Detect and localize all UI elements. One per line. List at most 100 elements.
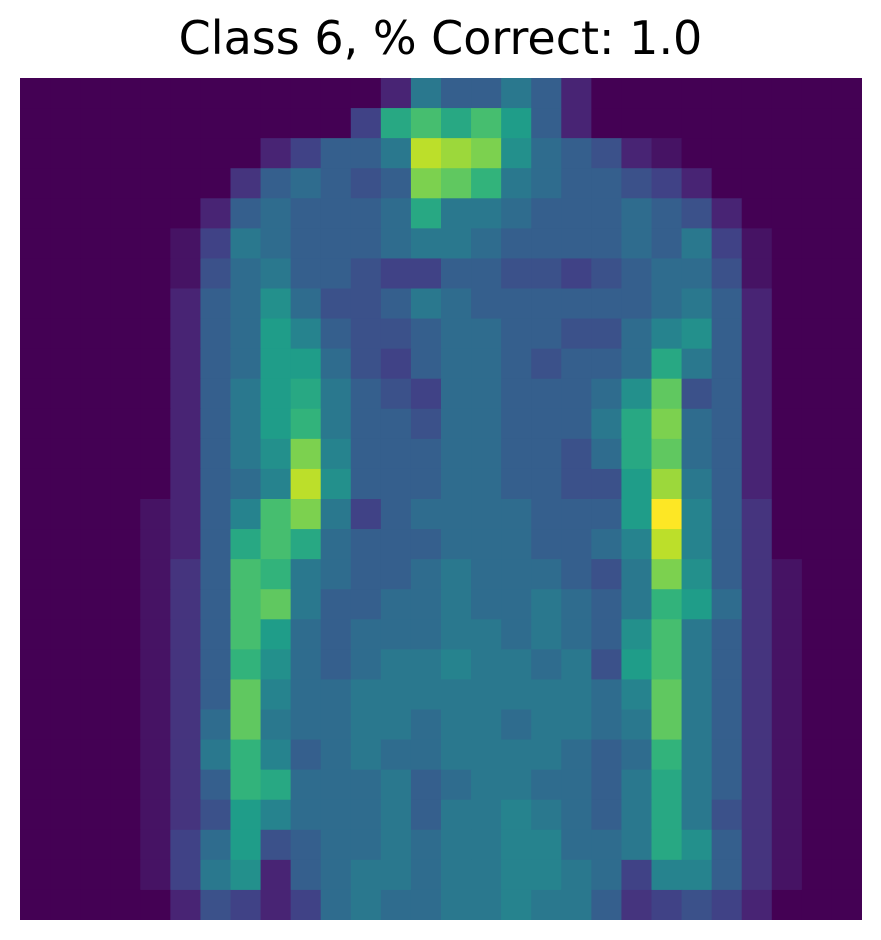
heatmap-cell <box>170 348 202 380</box>
heatmap-cell <box>471 799 502 831</box>
heatmap-cell <box>140 348 171 380</box>
heatmap-cell <box>771 288 803 320</box>
heatmap-cell <box>170 198 202 229</box>
heatmap-cell <box>260 739 292 771</box>
heatmap-cell <box>140 649 171 681</box>
heatmap-cell <box>20 258 51 290</box>
heatmap-cell <box>711 258 743 290</box>
heatmap-cell <box>771 589 803 620</box>
heatmap-cell <box>771 138 803 169</box>
heatmap-cell <box>561 769 592 801</box>
heatmap-cell <box>441 378 472 410</box>
heatmap-cell <box>200 799 232 831</box>
heatmap-cell <box>801 78 833 109</box>
heatmap-cell <box>50 679 81 711</box>
heatmap-cell <box>591 438 623 470</box>
heatmap-cell <box>20 559 51 590</box>
heatmap-cell <box>501 709 532 741</box>
heatmap-cell <box>170 739 202 771</box>
heatmap-cell <box>320 378 352 410</box>
heatmap-cell <box>831 318 862 350</box>
heatmap-cell <box>441 649 472 681</box>
heatmap-cell <box>441 799 472 831</box>
heatmap-cell <box>170 78 202 109</box>
heatmap-cell <box>561 739 592 771</box>
heatmap-cell <box>471 468 502 500</box>
heatmap-cell <box>320 739 352 771</box>
heatmap-cell <box>230 499 262 530</box>
heatmap-cell <box>170 799 202 831</box>
heatmap-cell <box>831 889 862 920</box>
heatmap-cell <box>621 589 653 620</box>
heatmap-cell <box>350 348 382 380</box>
heatmap-cell <box>831 198 862 229</box>
heatmap-cell <box>290 78 322 109</box>
heatmap-cell <box>260 829 292 861</box>
heatmap-cell <box>290 739 322 771</box>
heatmap-cell <box>20 468 51 500</box>
heatmap-cell <box>260 198 292 229</box>
heatmap-cell <box>410 799 442 831</box>
heatmap-cell <box>591 258 623 290</box>
heatmap-cell <box>410 468 442 500</box>
heatmap-cell <box>110 739 141 771</box>
heatmap-cell <box>380 859 412 891</box>
heatmap-cell <box>260 318 292 350</box>
heatmap-cell <box>170 228 202 260</box>
heatmap-cell <box>741 198 773 229</box>
heatmap-cell <box>380 288 412 320</box>
heatmap-cell <box>591 138 623 169</box>
heatmap-cell <box>260 589 292 620</box>
heatmap-cell <box>621 859 653 891</box>
heatmap-cell <box>410 649 442 681</box>
heatmap-cell <box>80 408 111 440</box>
heatmap-cell <box>711 468 743 500</box>
heatmap-cell <box>651 649 683 681</box>
heatmap-cell <box>681 228 713 260</box>
heatmap-cell <box>531 739 562 771</box>
heatmap-cell <box>501 228 532 260</box>
heatmap-cell <box>410 889 442 920</box>
heatmap-cell <box>531 198 562 229</box>
heatmap-cell <box>651 709 683 741</box>
heatmap-cell <box>681 769 713 801</box>
heatmap-cell <box>80 228 111 260</box>
heatmap-cell <box>200 138 232 169</box>
heatmap-cell <box>501 258 532 290</box>
heatmap-cell <box>200 529 232 560</box>
heatmap-cell <box>380 378 412 410</box>
heatmap-cell <box>410 438 442 470</box>
heatmap-cell <box>711 288 743 320</box>
heatmap-cell <box>561 649 592 681</box>
heatmap-cell <box>441 529 472 560</box>
heatmap-cell <box>531 589 562 620</box>
heatmap-cell <box>50 108 81 139</box>
heatmap-cell <box>471 228 502 260</box>
heatmap-cell <box>681 709 713 741</box>
heatmap-cell <box>681 889 713 920</box>
heatmap-cell <box>651 288 683 320</box>
heatmap-cell <box>741 348 773 380</box>
heatmap-cell <box>591 589 623 620</box>
heatmap-cell <box>831 679 862 711</box>
heatmap-cell <box>320 649 352 681</box>
heatmap-cell <box>651 198 683 229</box>
heatmap-cell <box>651 769 683 801</box>
heatmap-cell <box>651 679 683 711</box>
heatmap-cell <box>651 168 683 199</box>
heatmap-cell <box>711 889 743 920</box>
heatmap-cell <box>170 529 202 560</box>
heatmap-cell <box>681 529 713 560</box>
heatmap-cell <box>651 318 683 350</box>
heatmap-cell <box>200 288 232 320</box>
heatmap-cell <box>20 408 51 440</box>
heatmap-cell <box>801 529 833 560</box>
heatmap-cell <box>320 318 352 350</box>
heatmap-cell <box>80 468 111 500</box>
heatmap-cell <box>50 889 81 920</box>
heatmap-cell <box>230 769 262 801</box>
heatmap-cell <box>80 679 111 711</box>
heatmap-cell <box>380 589 412 620</box>
heatmap-cell <box>741 378 773 410</box>
heatmap-cell <box>200 438 232 470</box>
